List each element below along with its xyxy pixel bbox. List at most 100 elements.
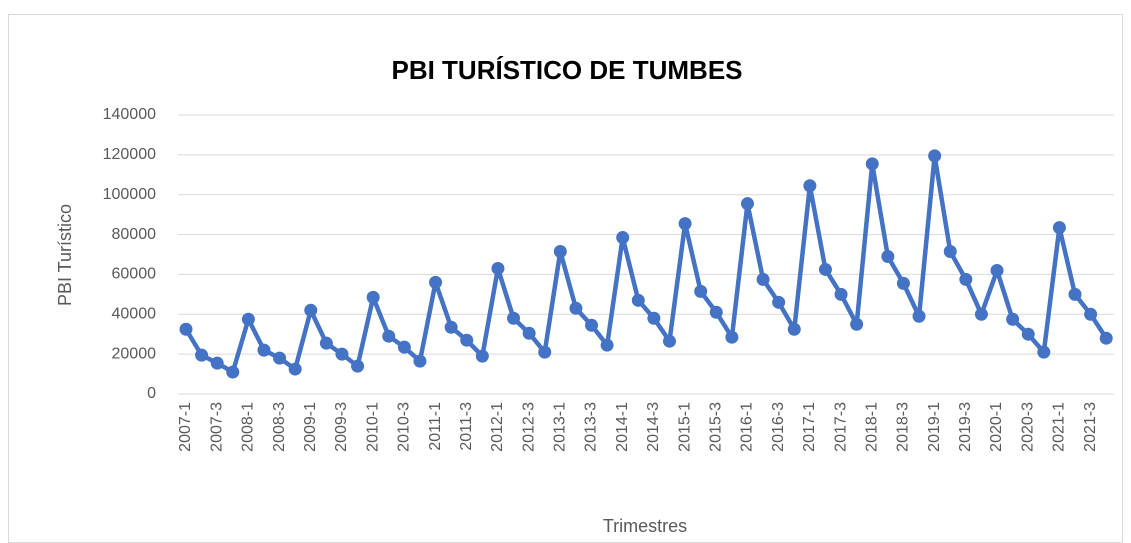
marker [538,345,552,359]
marker [912,309,926,323]
x-tick-label: 2010-3 [396,402,413,452]
x-tick-label: 2011-3 [458,402,475,451]
y-tick-label: 40000 [112,306,157,323]
marker [740,197,754,211]
marker [475,349,489,363]
marker [553,245,567,259]
marker [662,334,676,348]
marker [1099,331,1113,345]
marker [507,311,521,325]
marker [522,326,536,340]
marker [429,275,443,289]
x-tick-label: 2017-3 [832,402,849,452]
marker [460,333,474,347]
x-tick-label: 2021-3 [1082,402,1099,452]
marker [678,217,692,231]
marker [444,320,458,334]
marker [257,343,271,357]
marker [943,245,957,259]
marker [491,261,505,275]
marker [304,303,318,317]
marker [1068,287,1082,301]
y-tick-label: 120000 [103,146,156,163]
marker [709,305,723,319]
marker [195,348,209,362]
x-tick-label: 2013-1 [552,402,569,452]
x-tick-label: 2010-1 [364,402,381,452]
marker [179,322,193,336]
marker [351,359,365,373]
x-tick-label: 2012-3 [520,402,537,452]
marker [631,293,645,307]
x-tick-label: 2021-1 [1051,402,1068,452]
y-tick-label: 20000 [112,345,157,362]
x-tick-label: 2008-3 [271,402,288,452]
chart-title: PBI TURÍSTICO DE TUMBES [391,55,742,85]
y-tick-label: 80000 [112,226,157,243]
marker [382,329,396,343]
x-tick-label: 2014-1 [614,402,631,452]
y-tick-label: 140000 [103,106,156,123]
marker [896,276,910,290]
x-tick-label: 2009-3 [333,402,350,452]
marker [288,362,302,376]
marker [787,322,801,336]
marker [1052,221,1066,235]
marker [959,272,973,286]
marker [397,340,411,354]
marker [273,351,287,365]
marker [210,356,224,370]
marker [865,157,879,171]
marker [834,287,848,301]
marker [1006,312,1020,326]
marker [226,365,240,379]
y-tick-label: 100000 [103,186,156,203]
x-tick-label: 2007-3 [208,402,225,452]
marker [974,307,988,321]
x-tick-label: 2008-1 [240,402,257,452]
marker [366,290,380,304]
x-tick-label: 2015-3 [708,402,725,452]
marker [1084,307,1098,321]
marker [585,318,599,332]
marker [990,263,1004,277]
x-tick-label: 2012-1 [489,402,506,452]
marker [335,347,349,361]
marker [241,312,255,326]
x-tick-label: 2011-1 [427,402,444,451]
x-tick-label: 2009-1 [302,402,319,452]
marker [694,284,708,298]
marker [647,311,661,325]
marker [1021,327,1035,341]
marker [600,338,614,352]
x-tick-label: 2018-3 [895,402,912,452]
x-tick-label: 2017-1 [801,402,818,452]
x-tick-label: 2019-1 [926,402,943,452]
marker [616,231,630,245]
marker [413,354,427,368]
x-tick-label: 2014-3 [645,402,662,452]
x-tick-label: 2020-1 [988,402,1005,452]
marker [1037,345,1051,359]
y-axis-title: PBI Turístico [55,204,75,306]
marker [803,179,817,193]
marker [725,330,739,344]
x-tick-label: 2020-3 [1019,402,1036,452]
marker [818,262,832,276]
x-tick-label: 2007-1 [177,402,194,452]
x-tick-label: 2016-3 [770,402,787,452]
marker [319,336,333,350]
marker [772,295,786,309]
y-tick-label: 0 [147,385,156,402]
x-tick-label: 2018-1 [863,402,880,452]
marker [569,301,583,315]
x-tick-label: 2019-3 [957,402,974,452]
marker [756,272,770,286]
x-axis-title: Trimestres [603,516,687,536]
marker [928,149,942,163]
x-tick-label: 2015-1 [676,402,693,452]
x-tick-label: 2013-3 [583,402,600,452]
x-tick-label: 2016-1 [739,402,756,452]
marker [881,249,895,263]
